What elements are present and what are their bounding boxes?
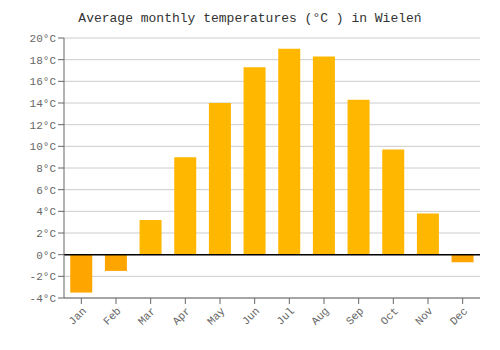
svg-text:Sep: Sep — [344, 305, 366, 327]
svg-text:Dec: Dec — [448, 305, 470, 327]
svg-text:Nov: Nov — [413, 305, 436, 328]
svg-text:-2°C: -2°C — [30, 271, 57, 283]
svg-text:14°C: 14°C — [30, 98, 57, 110]
svg-text:May: May — [205, 305, 228, 328]
svg-text:4°C: 4°C — [36, 206, 56, 218]
svg-text:12°C: 12°C — [30, 120, 57, 132]
svg-text:Apr: Apr — [170, 305, 192, 327]
svg-text:-4°C: -4°C — [30, 293, 57, 305]
svg-text:10°C: 10°C — [30, 141, 57, 153]
svg-text:Mar: Mar — [136, 305, 158, 327]
svg-text:18°C: 18°C — [30, 55, 57, 67]
svg-text:20°C: 20°C — [30, 33, 57, 45]
svg-text:16°C: 16°C — [30, 76, 57, 88]
svg-text:Jan: Jan — [66, 305, 88, 327]
svg-text:Jun: Jun — [240, 305, 262, 327]
svg-text:Jul: Jul — [274, 305, 296, 327]
svg-text:Aug: Aug — [309, 305, 331, 327]
svg-text:0°C: 0°C — [36, 250, 56, 262]
svg-text:8°C: 8°C — [36, 163, 56, 175]
svg-text:2°C: 2°C — [36, 228, 56, 240]
html-text:Average monthly temperatures (: Average monthly temperatures (°C ) in Wi… — [78, 11, 422, 26]
svg-text:Oct: Oct — [378, 305, 400, 327]
svg-text:6°C: 6°C — [36, 185, 56, 197]
svg-text:Feb: Feb — [101, 305, 123, 327]
